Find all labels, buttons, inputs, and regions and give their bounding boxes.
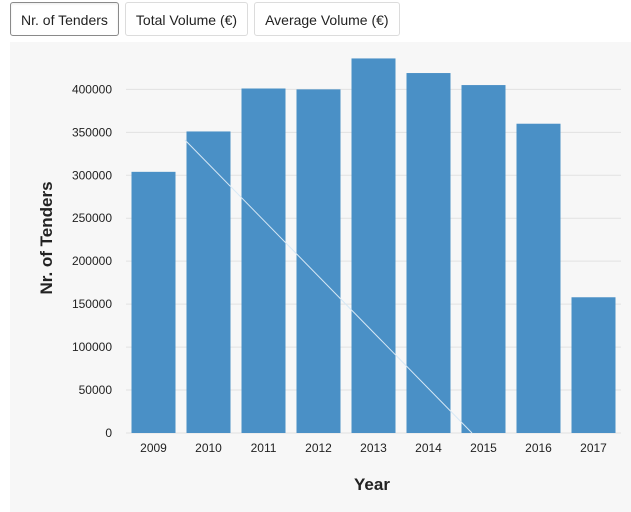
y-tick-label: 0 (105, 426, 112, 440)
bar-2016[interactable] (516, 123, 561, 434)
x-tick-label: 2011 (251, 441, 277, 455)
x-tick-label: 2012 (305, 441, 332, 455)
bar-2011[interactable] (241, 88, 286, 433)
x-tick-label: 2010 (195, 441, 222, 455)
bar-2013[interactable] (351, 58, 396, 433)
bar-2010[interactable] (186, 131, 231, 433)
y-tick-label: 200000 (72, 254, 112, 268)
y-tick-label: 100000 (72, 340, 112, 354)
x-axis-title: Year (354, 475, 390, 494)
x-tick-label: 2013 (360, 441, 387, 455)
bar-2009[interactable] (131, 171, 176, 433)
tab-nr-of-tenders[interactable]: Nr. of Tenders (10, 2, 119, 36)
y-tick-label: 250000 (72, 211, 112, 225)
bar-2015[interactable] (461, 85, 506, 434)
bar-2014[interactable] (406, 73, 451, 434)
y-axis-title: Nr. of Tenders (37, 181, 56, 294)
x-axis-ticks: 2009 2010 2011 2012 2013 2014 2015 2016 2017 (140, 441, 607, 455)
y-tick-label: 150000 (72, 297, 112, 311)
x-tick-label: 2015 (470, 441, 497, 455)
y-tick-label: 350000 (72, 125, 112, 139)
metric-tabs: Nr. of Tenders Total Volume (€) Average … (10, 2, 400, 38)
bar-2017[interactable] (571, 297, 616, 433)
tab-total-volume[interactable]: Total Volume (€) (124, 2, 249, 36)
x-tick-label: 2009 (140, 441, 167, 455)
tab-average-volume[interactable]: Average Volume (€) (254, 2, 400, 36)
y-tick-label: 400000 (72, 82, 112, 96)
bars (131, 58, 616, 434)
x-tick-label: 2014 (415, 441, 442, 455)
y-axis-ticks: 0 50000 100000 150000 200000 250000 300000 3500… (72, 82, 112, 440)
y-tick-label: 300000 (72, 168, 112, 182)
x-tick-label: 2016 (525, 441, 552, 455)
decorative-diagonal-line (184, 139, 473, 434)
y-tick-label: 50000 (79, 383, 113, 397)
x-tick-label: 2017 (580, 441, 607, 455)
